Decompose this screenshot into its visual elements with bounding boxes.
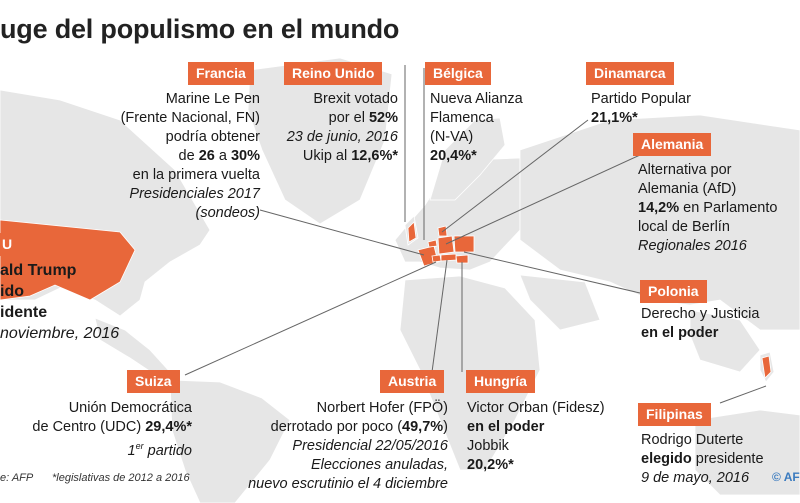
info-austria: Norbert Hofer (FPÖ) derrotado por poco (… <box>248 399 448 494</box>
austria-line-2: derrotado por poco (49,7%) <box>270 419 448 435</box>
francia-line-4: de 26 a 30% <box>178 148 260 164</box>
francia-line-7: (sondeos) <box>195 205 260 221</box>
page-title: uge del populismo en el mundo <box>0 14 400 44</box>
info-filipinas: Rodrigo Duterte elegido presidente 9 de … <box>641 431 764 488</box>
switzerland-highlight <box>431 254 442 263</box>
label-belgica: Bélgica <box>425 62 491 85</box>
usa-highlight <box>0 219 136 301</box>
label-polonia: Polonia <box>640 280 707 303</box>
alemania-line-5: Regionales 2016 <box>638 238 747 254</box>
austria-line-4: Elecciones anuladas, <box>310 457 448 473</box>
eeuu-line-3: idente <box>0 304 48 321</box>
alemania-line-4: local de Berlín <box>638 219 730 235</box>
south-america-shape <box>169 379 291 503</box>
copyright-icon: © <box>772 470 781 484</box>
suiza-line-1: Unión Democrática <box>68 400 192 416</box>
poland-highlight <box>453 235 475 253</box>
asia-shape <box>519 114 800 331</box>
label-austria: Austria <box>380 370 445 393</box>
info-suiza: Unión Democrática de Centro (UDC) 29,4%*… <box>32 399 192 461</box>
info-hungria: Victor Orban (Fidesz) en el poder Jobbik… <box>467 399 605 475</box>
francia-line-3: podría obtener <box>165 129 260 145</box>
australia-shape <box>694 409 800 496</box>
footer-source: e: AFP <box>0 472 34 484</box>
austria-line-5: nuevo escrutinio el 4 diciembre <box>248 476 448 492</box>
se-asia-shape <box>689 309 761 373</box>
label-filipinas: Filipinas <box>638 403 711 426</box>
leader-line-filipinas <box>719 385 767 404</box>
belgica-line-4: 20,4%* <box>430 148 477 164</box>
scandinavia-shape <box>429 117 506 201</box>
belgica-line-3: (N-VA) <box>430 129 474 145</box>
afp-logo: © AFP <box>772 470 800 484</box>
dinamarca-line-1: Partido Popular <box>591 91 691 107</box>
info-belgica: Nueva Alianza Flamenca (N-VA) 20,4%* <box>430 90 523 166</box>
hungria-line-4: 20,2%* <box>467 457 514 473</box>
label-dinamarca: Dinamarca <box>586 62 674 85</box>
francia-line-5: en la primera vuelta <box>132 167 260 183</box>
reino-unido-line-1: Brexit votado <box>313 91 398 107</box>
info-francia: Marine Le Pen (Frente Nacional, FN) podr… <box>121 90 260 223</box>
filipinas-line-3: 9 de mayo, 2016 <box>641 470 750 486</box>
francia-line-1: Marine Le Pen <box>165 91 260 107</box>
info-alemania: Alternativa por Alemania (AfD) 14,2% en … <box>638 161 777 256</box>
afp-logo-text: AFP <box>783 470 800 484</box>
label-suiza: Suiza <box>127 370 180 393</box>
leader-line-alemania <box>445 154 641 245</box>
austria-line-3: Presidencial 22/05/2016 <box>292 438 448 454</box>
info-reino-unido: Brexit votado por el 52% 23 de junio, 20… <box>287 90 398 166</box>
polonia-line-2: en el poder <box>641 325 719 341</box>
polonia-line-1: Derecho y Justicia <box>641 306 760 322</box>
reino-unido-line-4: Ukip al 12,6%* <box>302 148 398 164</box>
alemania-line-3: 14,2% en Parlamento <box>638 200 778 216</box>
belgica-line-2: Flamenca <box>430 110 494 126</box>
label-hungria: Hungría <box>466 370 535 393</box>
reino-unido-line-3: 23 de junio, 2016 <box>286 129 398 145</box>
filipinas-line-2: elegido presidente <box>641 451 764 467</box>
francia-line-6: Presidenciales 2017 <box>129 186 260 202</box>
germany-highlight <box>437 235 455 255</box>
footer-note: *legislativas de 2012 a 2016 <box>52 472 190 484</box>
belgica-line-1: Nueva Alianza <box>430 91 523 107</box>
info-dinamarca: Partido Popular 21,1%* <box>591 90 691 128</box>
leader-line-polonia <box>463 251 641 294</box>
label-eeuu: U <box>0 233 21 256</box>
francia-line-2: (Frente Nacional, FN) <box>120 110 260 126</box>
alemania-line-2: Alemania (AfD) <box>638 181 737 197</box>
uk-highlight <box>407 221 417 243</box>
austria-line-1: Norbert Hofer (FPÖ) <box>316 400 448 416</box>
info-eeuu: ald Trump ido idente noviembre, 2016 <box>0 260 119 344</box>
filipinas-line-1: Rodrigo Duterte <box>641 432 744 448</box>
label-reino-unido: Reino Unido <box>284 62 383 85</box>
label-alemania: Alemania <box>633 133 712 156</box>
hungary-highlight <box>455 254 469 264</box>
eeuu-line-1: ald Trump <box>0 262 77 279</box>
leader-line-suiza <box>184 261 437 376</box>
dinamarca-line-2: 21,1%* <box>591 110 638 126</box>
philippines-highlight <box>761 355 772 379</box>
hungria-line-1: Victor Orban (Fidesz) <box>467 400 605 416</box>
leader-line-dinamarca <box>441 119 589 233</box>
alemania-line-1: Alternativa por <box>638 162 732 178</box>
austria-highlight <box>440 253 457 262</box>
suiza-line-2: de Centro (UDC) 29,4%* <box>32 419 192 435</box>
eeuu-line-4: noviembre, 2016 <box>0 325 120 342</box>
leader-line-francia <box>259 209 425 256</box>
suiza-line-3: 1er partido <box>127 441 192 459</box>
hungria-line-2: en el poder <box>467 419 545 435</box>
belgium-highlight <box>427 239 438 248</box>
eeuu-line-2: ido <box>0 283 24 300</box>
reino-unido-line-2: por el 52% <box>328 110 398 126</box>
arabia-shape <box>519 274 601 331</box>
hungria-line-3: Jobbik <box>467 438 509 454</box>
leader-line-austria <box>431 259 448 373</box>
info-polonia: Derecho y Justicia en el poder <box>641 305 759 343</box>
label-francia: Francia <box>188 62 254 85</box>
